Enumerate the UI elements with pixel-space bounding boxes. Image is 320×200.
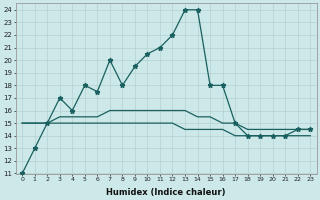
X-axis label: Humidex (Indice chaleur): Humidex (Indice chaleur) (107, 188, 226, 197)
